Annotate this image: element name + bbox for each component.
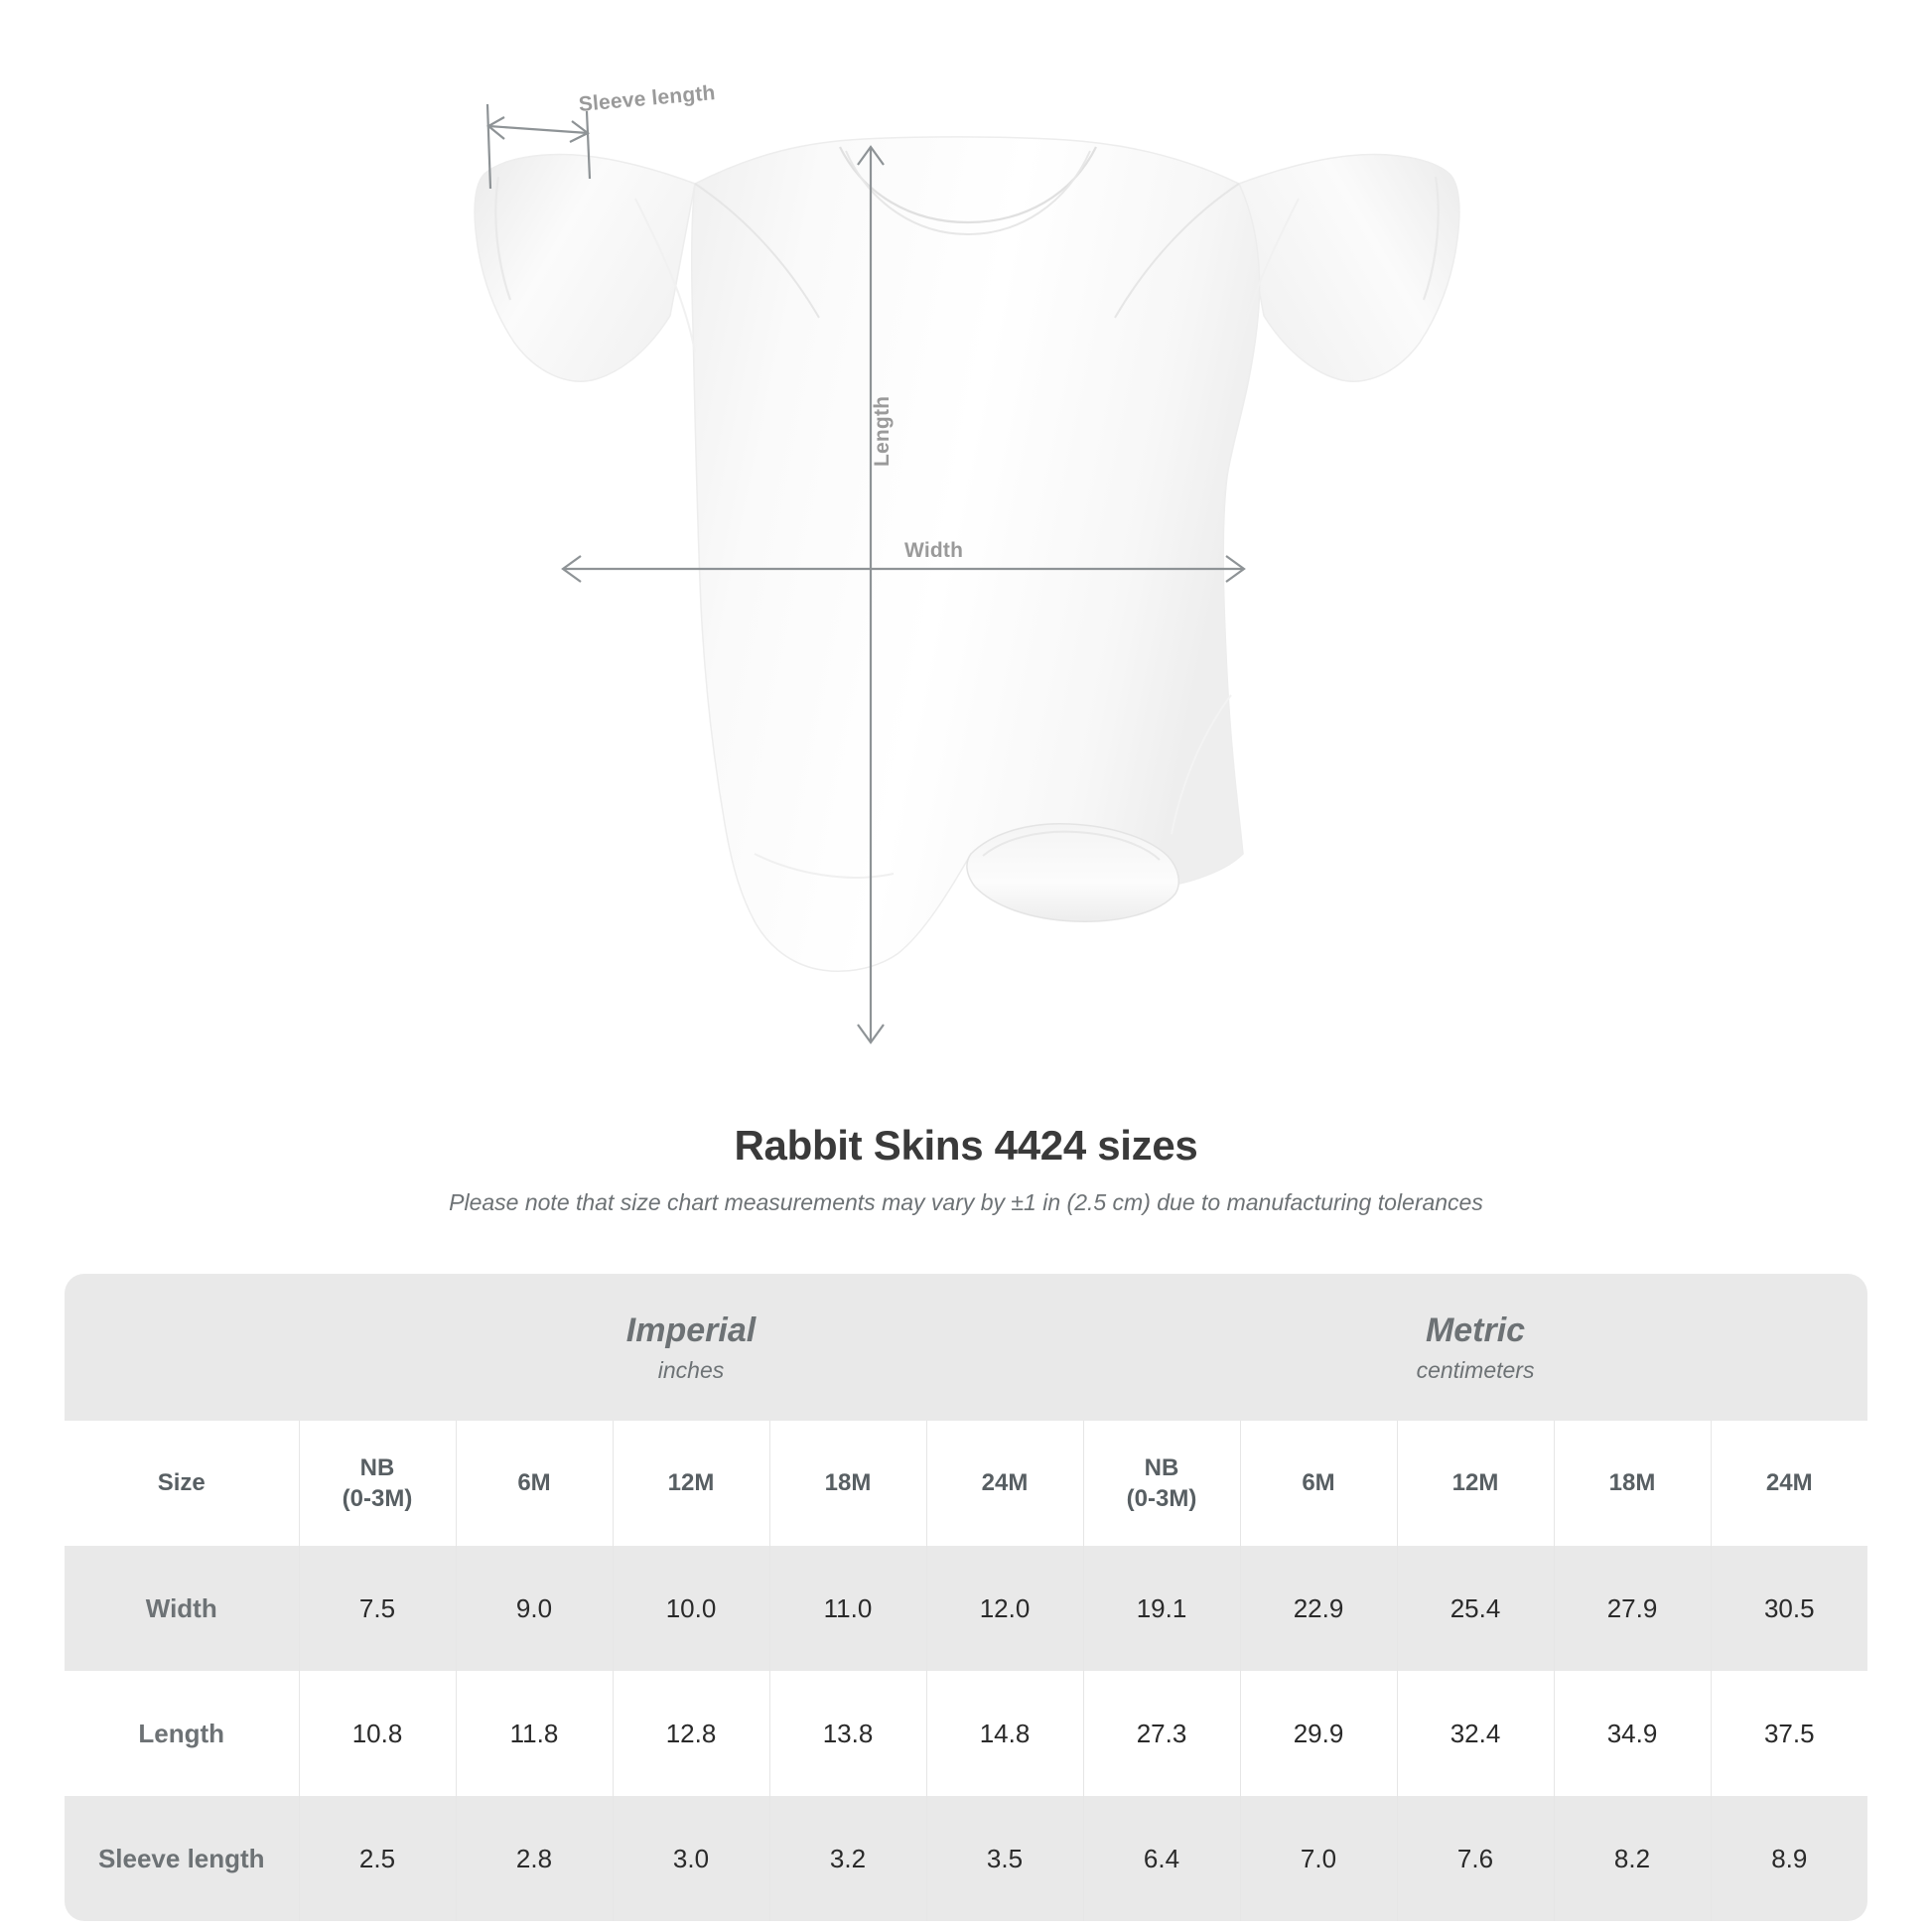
cell-sleeve-imperial-12m: 3.0	[612, 1796, 769, 1921]
cell-sleeve-metric-18m: 8.2	[1553, 1796, 1711, 1921]
cell-width-imperial-6m: 9.0	[455, 1546, 613, 1671]
bodysuit-diagram	[474, 103, 1460, 1044]
unit-group-spacer	[65, 1274, 299, 1421]
row-label-width: Width	[65, 1546, 299, 1671]
measurement-lines	[485, 103, 1246, 1044]
table-row: Length 10.8 11.8 12.8 13.8 14.8 27.3 29.…	[65, 1671, 1868, 1796]
width-measure-line	[561, 555, 1246, 583]
cell-width-metric-nb: 19.1	[1082, 1546, 1240, 1671]
unit-group-imperial: Imperial inches	[299, 1274, 1083, 1421]
bodysuit-shape	[474, 136, 1460, 972]
table-row: Width 7.5 9.0 10.0 11.0 12.0 19.1 22.9 2…	[65, 1546, 1868, 1671]
cell-width-metric-12m: 25.4	[1396, 1546, 1554, 1671]
size-chart-table: Imperial inches Metric centimeters Size …	[65, 1274, 1868, 1921]
column-header-imperial-6m: 6M	[455, 1421, 613, 1546]
column-header-imperial-24m: 24M	[925, 1421, 1083, 1546]
length-label: Length	[871, 395, 894, 467]
page-title: Rabbit Skins 4424 sizes	[734, 1122, 1198, 1169]
cell-sleeve-imperial-24m: 3.5	[925, 1796, 1083, 1921]
cell-sleeve-imperial-18m: 3.2	[768, 1796, 926, 1921]
cell-length-metric-6m: 29.9	[1239, 1671, 1397, 1796]
cell-length-imperial-18m: 13.8	[768, 1671, 926, 1796]
cell-sleeve-metric-24m: 8.9	[1710, 1796, 1868, 1921]
column-header-metric-24m: 24M	[1710, 1421, 1868, 1546]
column-header-metric-18m: 18M	[1553, 1421, 1711, 1546]
page-subtitle: Please note that size chart measurements…	[449, 1189, 1483, 1215]
cell-length-imperial-24m: 14.8	[925, 1671, 1083, 1796]
column-header-line2: (0-3M)	[342, 1485, 413, 1512]
cell-sleeve-metric-nb: 6.4	[1082, 1796, 1240, 1921]
column-header-imperial-12m: 12M	[612, 1421, 769, 1546]
cell-width-metric-6m: 22.9	[1239, 1546, 1397, 1671]
cell-width-imperial-24m: 12.0	[925, 1546, 1083, 1671]
title-block: Rabbit Skins 4424 sizes Please note that…	[0, 1122, 1932, 1216]
cell-sleeve-imperial-nb: 2.5	[298, 1796, 456, 1921]
garment-illustration: Sleeve length Length Width	[474, 81, 1460, 1044]
size-chart-table-wrapper: Imperial inches Metric centimeters Size …	[65, 1274, 1868, 1921]
cell-length-imperial-12m: 12.8	[612, 1671, 769, 1796]
length-measure-line	[857, 145, 885, 1044]
sleeve-length-measure-line	[485, 103, 592, 190]
unit-group-metric: Metric centimeters	[1083, 1274, 1868, 1421]
cell-width-imperial-12m: 10.0	[612, 1546, 769, 1671]
cell-width-imperial-nb: 7.5	[298, 1546, 456, 1671]
cell-length-imperial-6m: 11.8	[455, 1671, 613, 1796]
cell-length-metric-18m: 34.9	[1553, 1671, 1711, 1796]
cell-sleeve-imperial-6m: 2.8	[455, 1796, 613, 1921]
header-size-label: Size	[65, 1421, 299, 1546]
cell-width-metric-24m: 30.5	[1710, 1546, 1868, 1671]
column-header-metric-12m: 12M	[1396, 1421, 1554, 1546]
cell-width-metric-18m: 27.9	[1553, 1546, 1711, 1671]
cell-length-metric-24m: 37.5	[1710, 1671, 1868, 1796]
column-header-imperial-18m: 18M	[768, 1421, 926, 1546]
column-header-metric-6m: 6M	[1239, 1421, 1397, 1546]
cell-width-imperial-18m: 11.0	[768, 1546, 926, 1671]
cell-sleeve-metric-12m: 7.6	[1396, 1796, 1554, 1921]
column-header-line2: (0-3M)	[1126, 1485, 1197, 1512]
unit-group-imperial-unit: inches	[657, 1356, 725, 1383]
column-header-metric-nb: NB (0-3M)	[1082, 1421, 1240, 1546]
table-row: Sleeve length 2.5 2.8 3.0 3.2 3.5 6.4 7.…	[65, 1796, 1868, 1921]
column-header-line1: NB	[1144, 1453, 1179, 1481]
unit-group-metric-name: Metric	[1425, 1311, 1526, 1349]
column-header-line1: NB	[359, 1453, 395, 1481]
cell-length-imperial-nb: 10.8	[298, 1671, 456, 1796]
cell-length-metric-nb: 27.3	[1082, 1671, 1240, 1796]
unit-group-row: Imperial inches Metric centimeters	[65, 1274, 1868, 1421]
table-header-row: Size NB (0-3M) 6M 12M 18M 24M NB (0-3M) …	[65, 1421, 1868, 1546]
cell-sleeve-metric-6m: 7.0	[1239, 1796, 1397, 1921]
width-label: Width	[904, 539, 964, 562]
row-label-length: Length	[65, 1671, 299, 1796]
unit-group-metric-unit: centimeters	[1416, 1356, 1535, 1383]
cell-length-metric-12m: 32.4	[1396, 1671, 1554, 1796]
unit-group-imperial-name: Imperial	[625, 1311, 757, 1349]
row-label-sleeve-length: Sleeve length	[65, 1796, 299, 1921]
column-header-imperial-nb: NB (0-3M)	[298, 1421, 456, 1546]
